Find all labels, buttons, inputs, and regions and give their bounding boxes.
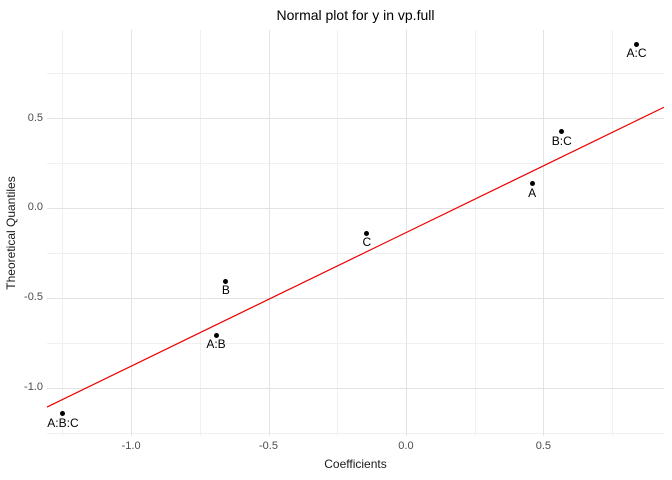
data-point [529,181,535,187]
point-label: A [528,185,537,200]
plot-panel: A:C B:C A C B A:B A:B:C [46,30,665,436]
minor-gridline-horizontal [47,432,664,434]
y-axis-label: Theoretical Quantiles [4,176,18,290]
major-gridline-vertical [131,30,133,436]
major-gridline-horizontal [47,297,664,299]
point-label: A:C [626,46,647,61]
point-label: B:C [551,133,572,148]
y-tick-label: 0.0 [27,201,43,214]
x-tick-label: -1.0 [121,440,141,452]
data-point [223,278,229,284]
reference-line-layer [46,106,665,408]
major-gridline-horizontal [47,387,664,389]
minor-gridline-vertical [199,30,201,436]
x-axis-label: Coefficients [324,457,387,471]
reference-line [46,106,665,408]
minor-gridline-vertical [474,30,476,436]
x-tick-label: 0.0 [398,440,414,452]
major-gridline-vertical [268,30,270,436]
point-label: A:B:C [47,415,79,430]
data-point [559,129,565,135]
data-point [60,411,66,417]
minor-gridline-vertical [612,30,614,436]
y-tick-label: -0.5 [24,291,43,304]
x-tick-label: -0.5 [259,440,278,452]
data-point [364,230,370,236]
x-tick-label: 0.5 [535,440,551,452]
data-point [634,41,640,47]
minor-gridline-horizontal [47,252,664,254]
major-gridline-vertical [543,30,545,436]
y-tick-label: 0.5 [27,111,43,124]
minor-gridline-vertical [62,30,64,436]
minor-gridline-vertical [337,30,339,436]
point-label: B [221,283,230,298]
minor-gridline-horizontal [47,73,664,74]
y-tick-label: -1.0 [24,381,43,394]
minor-gridline-horizontal [47,342,664,344]
minor-gridline-horizontal [47,162,664,164]
plot-title: Normal plot for y in vp.full [276,7,435,23]
point-label: C [362,235,372,249]
point-label: A:B [206,337,226,352]
major-gridline-horizontal [47,118,664,119]
data-point [213,332,219,338]
major-gridline-horizontal [47,207,664,209]
